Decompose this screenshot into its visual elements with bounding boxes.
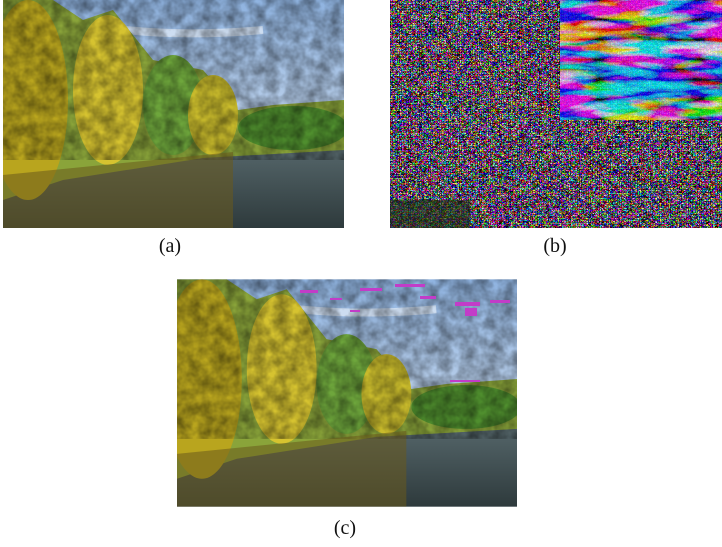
image [0, 0, 348, 228]
panel-b: (b) [390, 0, 722, 257]
caption: (a) [159, 235, 181, 257]
panel-a: (a) [0, 0, 348, 257]
panel-c: (c) [162, 279, 521, 539]
figure: (a) (b) (c) [0, 0, 722, 547]
caption: (c) [334, 517, 356, 539]
image-artifact [560, 0, 722, 120]
image-artifact [390, 200, 470, 228]
caption: (b) [543, 235, 566, 257]
